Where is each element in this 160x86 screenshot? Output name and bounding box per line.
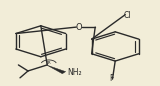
Text: 1R: 1R xyxy=(46,61,52,65)
Text: NH₂: NH₂ xyxy=(67,68,81,77)
Text: F: F xyxy=(109,74,113,83)
Text: O: O xyxy=(76,23,83,32)
Text: Cl: Cl xyxy=(124,11,131,20)
Polygon shape xyxy=(47,65,66,74)
